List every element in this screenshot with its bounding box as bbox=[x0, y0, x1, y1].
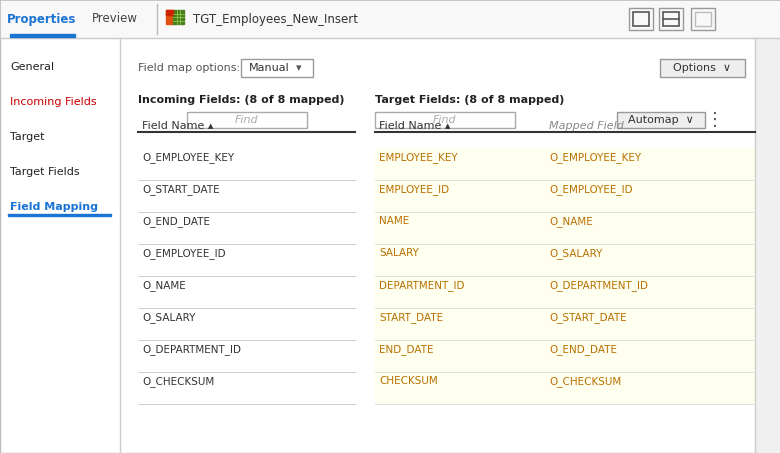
Text: Incoming Fields: Incoming Fields bbox=[10, 97, 97, 107]
Text: ▾: ▾ bbox=[296, 63, 302, 73]
Text: ⋮: ⋮ bbox=[706, 111, 724, 129]
Bar bbox=[375, 308, 755, 340]
Text: NAME: NAME bbox=[379, 216, 410, 226]
Bar bbox=[375, 372, 755, 404]
Text: O_CHECKSUM: O_CHECKSUM bbox=[142, 376, 215, 387]
Bar bbox=[629, 8, 653, 30]
Text: O_DEPARTMENT_ID: O_DEPARTMENT_ID bbox=[549, 280, 648, 291]
Text: CHECKSUM: CHECKSUM bbox=[379, 376, 438, 386]
Bar bbox=[375, 276, 755, 308]
Bar bbox=[660, 59, 745, 77]
Text: Target Fields: Target Fields bbox=[10, 167, 80, 177]
Text: General: General bbox=[10, 62, 54, 72]
Bar bbox=[10, 34, 75, 37]
Bar bbox=[375, 180, 755, 212]
Text: Automap  ∨: Automap ∨ bbox=[628, 115, 694, 125]
Text: O_CHECKSUM: O_CHECKSUM bbox=[549, 376, 621, 387]
Text: O_SALARY: O_SALARY bbox=[549, 248, 602, 259]
Text: O_EMPLOYEE_KEY: O_EMPLOYEE_KEY bbox=[549, 152, 641, 163]
Text: END_DATE: END_DATE bbox=[379, 344, 434, 355]
Text: Field Mapping: Field Mapping bbox=[10, 202, 98, 212]
Bar bbox=[755, 38, 780, 453]
Text: O_NAME: O_NAME bbox=[142, 280, 186, 291]
Text: Target Fields: (8 of 8 mapped): Target Fields: (8 of 8 mapped) bbox=[375, 95, 565, 105]
Text: O_START_DATE: O_START_DATE bbox=[142, 184, 220, 195]
Bar bbox=[663, 12, 679, 26]
Text: O_START_DATE: O_START_DATE bbox=[549, 312, 626, 323]
Text: Properties: Properties bbox=[7, 13, 76, 25]
Text: Find: Find bbox=[433, 115, 457, 125]
Text: Find: Find bbox=[235, 115, 258, 125]
Text: SALARY: SALARY bbox=[379, 248, 419, 258]
Bar bbox=[695, 12, 711, 26]
Text: O_EMPLOYEE_KEY: O_EMPLOYEE_KEY bbox=[142, 152, 234, 163]
Text: Mapped Field: Mapped Field bbox=[549, 121, 624, 131]
Text: Options  ∨: Options ∨ bbox=[673, 63, 731, 73]
Text: TGT_Employees_New_Insert: TGT_Employees_New_Insert bbox=[193, 13, 358, 25]
Text: DEPARTMENT_ID: DEPARTMENT_ID bbox=[379, 280, 465, 291]
Bar bbox=[8, 214, 111, 216]
Text: O_DEPARTMENT_ID: O_DEPARTMENT_ID bbox=[142, 344, 241, 355]
Text: Field Name ▴: Field Name ▴ bbox=[142, 121, 214, 131]
Bar bbox=[375, 148, 755, 180]
Text: START_DATE: START_DATE bbox=[379, 312, 443, 323]
Bar bbox=[241, 59, 313, 77]
Bar bbox=[691, 8, 715, 30]
Bar bbox=[633, 12, 649, 26]
Text: O_EMPLOYEE_ID: O_EMPLOYEE_ID bbox=[549, 184, 633, 195]
Bar bbox=[375, 340, 755, 372]
Text: EMPLOYEE_ID: EMPLOYEE_ID bbox=[379, 184, 449, 195]
Text: Incoming Fields: (8 of 8 mapped): Incoming Fields: (8 of 8 mapped) bbox=[138, 95, 345, 105]
Bar bbox=[173, 10, 184, 24]
Bar bbox=[659, 8, 683, 30]
Text: Preview: Preview bbox=[92, 13, 138, 25]
Text: O_EMPLOYEE_ID: O_EMPLOYEE_ID bbox=[142, 248, 225, 259]
Text: O_SALARY: O_SALARY bbox=[142, 312, 195, 323]
Text: Target: Target bbox=[10, 132, 44, 142]
Text: Manual: Manual bbox=[249, 63, 289, 73]
Bar bbox=[166, 10, 173, 24]
Bar bbox=[186, 112, 307, 128]
Text: Field Name ▴: Field Name ▴ bbox=[379, 121, 451, 131]
Bar bbox=[1, 1, 779, 38]
Bar bbox=[375, 212, 755, 244]
Bar bbox=[375, 244, 755, 276]
Bar bbox=[617, 112, 705, 128]
Text: O_END_DATE: O_END_DATE bbox=[142, 216, 210, 227]
Text: Field map options:: Field map options: bbox=[138, 63, 240, 73]
Bar bbox=[166, 10, 173, 15]
Text: O_END_DATE: O_END_DATE bbox=[549, 344, 617, 355]
Text: EMPLOYEE_KEY: EMPLOYEE_KEY bbox=[379, 152, 458, 163]
Bar bbox=[375, 112, 515, 128]
Text: O_NAME: O_NAME bbox=[549, 216, 593, 227]
